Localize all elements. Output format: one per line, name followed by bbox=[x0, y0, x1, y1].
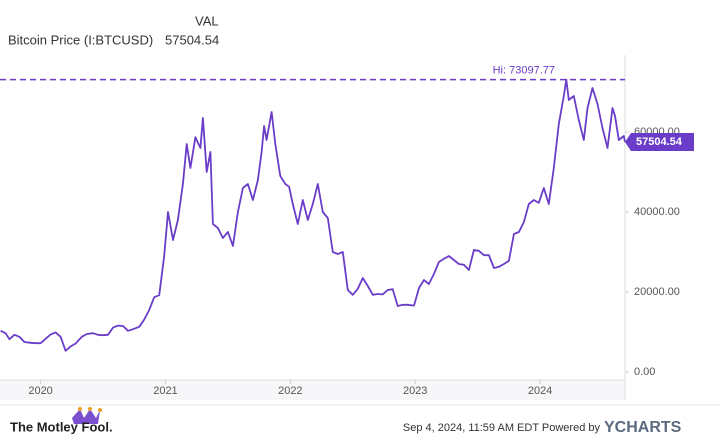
last-value-box bbox=[625, 132, 694, 151]
logo-icon bbox=[72, 407, 102, 424]
hi-label: Hi: 73097.77 bbox=[493, 65, 555, 77]
x-tick-label: 2024 bbox=[528, 385, 552, 397]
header-value: 57504.54 bbox=[165, 32, 219, 47]
y-tick-label: 0.00 bbox=[634, 366, 655, 378]
y-tick-label: 20000.00 bbox=[634, 286, 680, 298]
last-value-label: 57504.54 bbox=[636, 136, 683, 148]
series-name: Bitcoin Price (I:BTCUSD) bbox=[8, 32, 153, 47]
header-label: VAL bbox=[195, 13, 219, 28]
x-tick-label: 2022 bbox=[278, 385, 302, 397]
x-tick-label: 2020 bbox=[28, 385, 52, 397]
logo-text: The Motley Fool. bbox=[10, 419, 113, 434]
y-tick-label: 40000.00 bbox=[634, 206, 680, 218]
x-tick-label: 2023 bbox=[403, 385, 427, 397]
x-tick-label: 2021 bbox=[153, 385, 177, 397]
x-axis-band bbox=[0, 380, 625, 400]
provider: YCHARTS bbox=[604, 419, 682, 436]
price-line bbox=[0, 78, 626, 352]
timestamp: Sep 4, 2024, 11:59 AM EDT Powered by bbox=[403, 422, 601, 434]
